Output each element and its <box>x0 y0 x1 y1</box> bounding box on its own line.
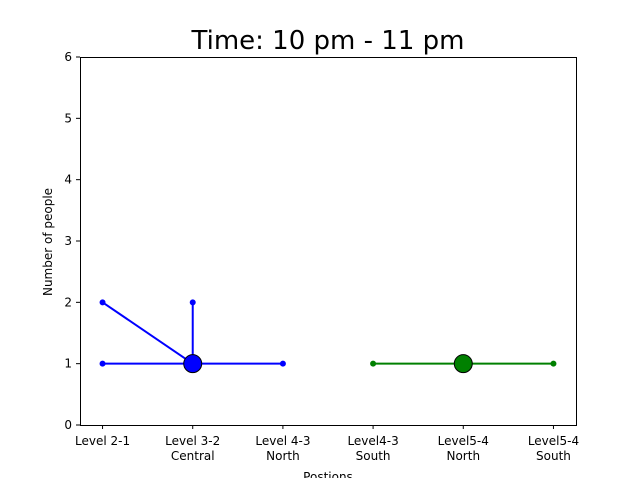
y-tick-label: 1 <box>64 357 72 371</box>
y-tick-label: 4 <box>64 173 72 187</box>
hub-marker <box>453 354 473 374</box>
data-point <box>99 299 106 306</box>
y-axis: 0 1 2 3 4 5 6 <box>64 50 80 432</box>
data-point <box>370 360 377 367</box>
data-point <box>279 360 286 367</box>
x-axis-label: Postions <box>303 470 353 478</box>
x-tick-label: Level 3-2 Central <box>165 434 220 463</box>
data-point <box>550 360 557 367</box>
plot-frame <box>80 57 577 426</box>
hub-marker <box>183 354 203 374</box>
chart-title: Time: 10 pm - 11 pm <box>191 26 465 56</box>
y-tick-label: 3 <box>64 234 72 248</box>
series-line <box>101 301 194 365</box>
data-point <box>189 299 196 306</box>
x-tick-label: Level 4-3 North <box>255 434 310 463</box>
y-tick-label: 5 <box>64 111 72 125</box>
x-tick-label: Level5-4 North <box>438 434 489 463</box>
y-axis-label: Number of people <box>41 188 55 296</box>
x-tick-label: Level5-4 South <box>528 434 579 463</box>
data-point <box>99 360 106 367</box>
x-axis: Level 2-1 Level 3-2 Central Level 4-3 North L… <box>75 425 579 463</box>
y-tick-label: 0 <box>64 418 72 432</box>
plot-layer <box>99 299 557 374</box>
series-2 <box>370 354 557 374</box>
series-1 <box>99 299 286 374</box>
y-tick-label: 6 <box>64 50 72 64</box>
x-tick-label: Level 2-1 <box>75 434 130 448</box>
x-tick-label: Level4-3 South <box>347 434 398 463</box>
y-tick-label: 2 <box>64 295 72 309</box>
